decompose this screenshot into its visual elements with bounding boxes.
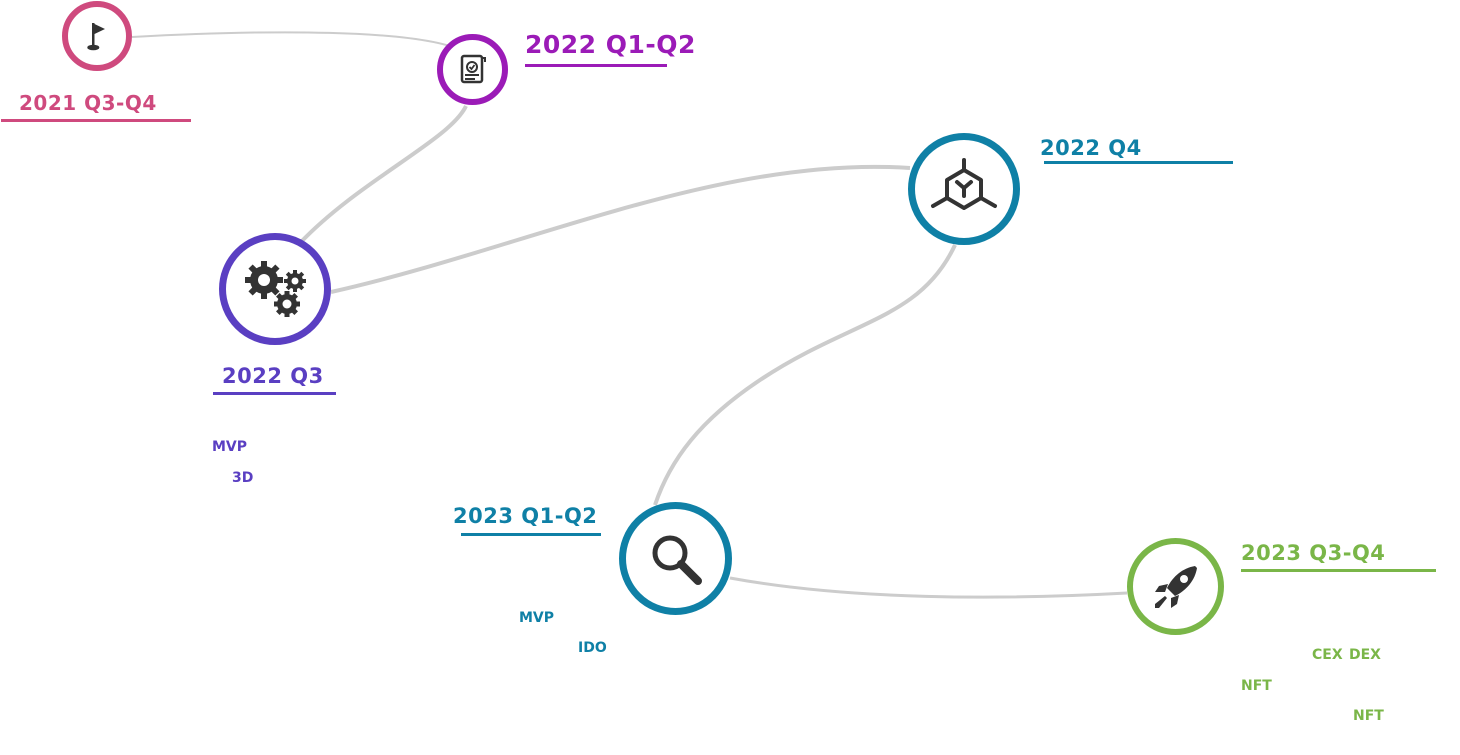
connector-line xyxy=(330,164,911,294)
phase-2023-q1q2-item: MVP xyxy=(519,610,555,626)
phase-2023-q3q4-item: NFT xyxy=(1241,678,1272,694)
phase-2023-q3q4-item: CEX xyxy=(1312,647,1343,663)
phase-2023-q3q4-item: NFT xyxy=(1353,708,1384,724)
gears-icon xyxy=(245,261,306,317)
phase-2021-q3q4-title: 2021 Q3-Q4 xyxy=(19,91,157,115)
phase-2022-q3-item: MVP xyxy=(212,439,248,455)
search-icon xyxy=(652,535,702,585)
phase-2023-q3q4-item: DEX xyxy=(1349,647,1381,663)
phase-2023-q1q2-rule xyxy=(461,533,601,536)
phase-2022-q3-item: 3D xyxy=(232,470,254,486)
certificate-icon xyxy=(460,54,486,83)
phase-2023-q3q4-rule xyxy=(1241,569,1436,572)
rocket-icon xyxy=(1154,565,1197,608)
connector-line xyxy=(298,105,468,245)
phase-2023-q1q2-item: IDO xyxy=(578,640,607,656)
flag-icon xyxy=(87,23,105,51)
phase-2022-q3-node xyxy=(219,233,331,345)
phase-2022-q4-title: 2022 Q4 xyxy=(1040,136,1142,160)
phase-2021-q3q4-rule xyxy=(1,119,191,122)
phase-2022-q1q2-rule xyxy=(525,64,667,67)
phase-2022-q1q2-title: 2022 Q1-Q2 xyxy=(525,30,696,59)
phase-2022-q4-node xyxy=(908,133,1020,245)
phase-2022-q3-title: 2022 Q3 xyxy=(222,364,324,388)
cube-network-icon xyxy=(931,158,997,210)
connector-line xyxy=(729,576,1128,599)
phase-2021-q3q4-node xyxy=(62,1,132,71)
phase-2023-q3q4-node xyxy=(1127,538,1224,635)
phase-2022-q1q2-node xyxy=(437,34,508,105)
connector-line xyxy=(131,31,466,53)
phase-2023-q1q2-node xyxy=(619,502,732,615)
phase-2022-q4-rule xyxy=(1044,161,1233,164)
phase-2023-q1q2-title: 2023 Q1-Q2 xyxy=(453,504,598,528)
connector-line xyxy=(653,244,957,506)
phase-2023-q3q4-title: 2023 Q3-Q4 xyxy=(1241,541,1386,565)
phase-2022-q3-rule xyxy=(213,392,336,395)
